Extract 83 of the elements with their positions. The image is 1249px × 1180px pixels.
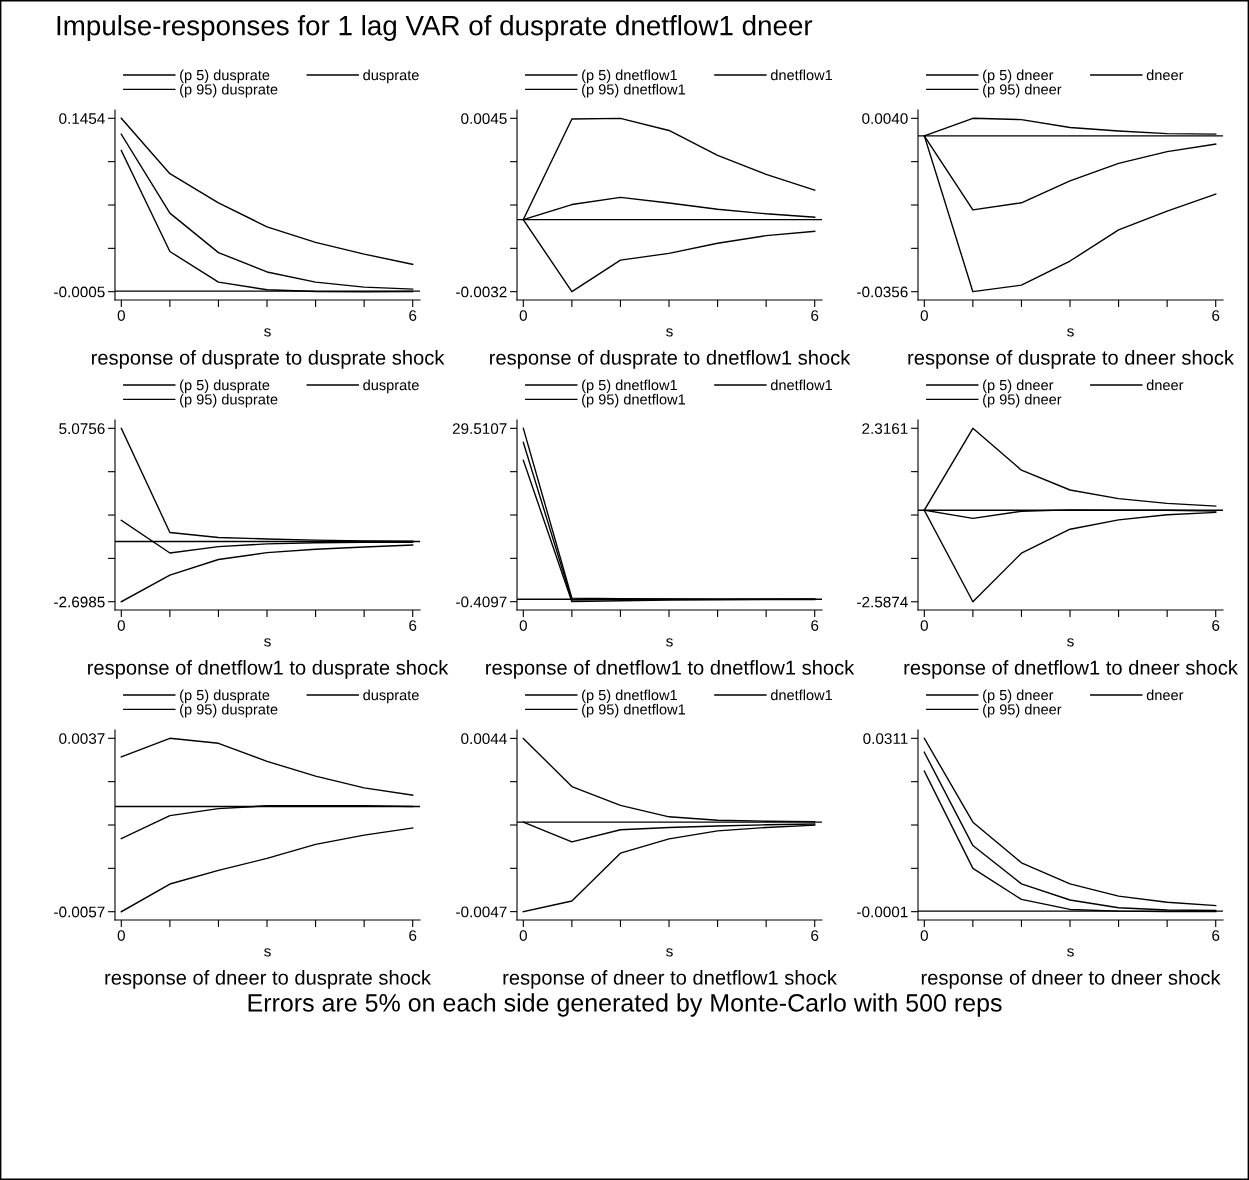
- text: response of dneer to dnetflow1 shock: [503, 970, 837, 989]
- x-tick-label: 0: [920, 310, 928, 321]
- x-axis-title: s: [1067, 328, 1074, 337]
- legend-label: dneer: [1146, 69, 1184, 81]
- x-tick-label: 6: [811, 310, 819, 321]
- legend-label: (p 5) dneer: [983, 689, 1054, 704]
- legend-label: (p 5) dneer: [983, 379, 1054, 394]
- x-axis-title: s: [666, 328, 673, 337]
- x-axis-title: s: [1067, 948, 1074, 957]
- legend-label: dnetflow1: [770, 69, 833, 81]
- legend-label: (p 95) dneer: [983, 83, 1062, 98]
- y-tick-label: 0.0045: [461, 113, 507, 125]
- y-tick-label: 0.0044: [461, 733, 507, 745]
- x-tick-label: 6: [811, 620, 819, 631]
- legend-label: (p 95) dneer: [983, 393, 1062, 408]
- x-axis-title: s: [264, 328, 271, 337]
- y-tick-label: 0.0037: [59, 733, 105, 744]
- y-tick-label: -0.0356: [857, 286, 908, 298]
- text: response of dnetflow1 to dusprate shock: [88, 660, 449, 679]
- y-tick-label: -0.4097: [456, 596, 507, 608]
- x-tick-label: 6: [1212, 930, 1220, 941]
- text: response of dusprate to dnetflow1 shock: [490, 350, 851, 369]
- x-axis-title: s: [666, 948, 673, 957]
- legend-label: (p 5) dneer: [983, 69, 1054, 84]
- legend-label: (p 5) dusprate: [180, 69, 270, 84]
- x-tick-label: 0: [920, 620, 928, 631]
- legend-label: dneer: [1146, 689, 1184, 701]
- legend-label: (p 95) dnetflow1: [582, 83, 686, 98]
- x-tick-label: 0: [117, 930, 125, 941]
- y-tick-label: -2.6985: [54, 596, 105, 608]
- legend-label: dneer: [1146, 379, 1184, 391]
- legend-label: dusprate: [363, 379, 419, 394]
- legend-label: dnetflow1: [770, 689, 833, 701]
- legend-label: (p 5) dnetflow1: [582, 379, 677, 394]
- y-tick-label: -2.5874: [857, 596, 908, 608]
- x-tick-label: 6: [409, 310, 417, 321]
- legend-label: dnetflow1: [770, 379, 833, 391]
- x-axis-title: s: [1067, 638, 1074, 647]
- x-axis-title: s: [666, 638, 673, 647]
- text: response of dusprate to dusprate shock: [91, 350, 445, 369]
- y-tick-label: 0.0311: [863, 733, 908, 745]
- text: Impulse-responses for 1 lag VAR of dusprate dnetflow1 dneer: [57, 15, 813, 41]
- x-axis-title: s: [264, 638, 271, 647]
- text: Errors are 5% on each side generated by Monte-Carlo with 500 reps: [248, 993, 1002, 1017]
- y-tick-label: 0.0040: [862, 113, 908, 124]
- x-tick-label: 0: [519, 930, 527, 941]
- x-tick-label: 6: [811, 930, 819, 941]
- y-tick-label: 5.0756: [59, 423, 105, 435]
- x-tick-label: 0: [117, 310, 125, 321]
- x-tick-label: 0: [519, 620, 527, 631]
- y-tick-label: -0.0005: [54, 286, 105, 298]
- y-tick-label: 29.5107: [452, 423, 507, 435]
- x-tick-label: 0: [519, 310, 527, 321]
- y-tick-label: 2.3161: [862, 423, 908, 434]
- y-tick-label: 0.1454: [59, 113, 105, 124]
- text: response of dneer to dneer shock: [921, 970, 1221, 989]
- text: response of dusprate to dneer shock: [908, 350, 1234, 369]
- x-tick-label: 0: [117, 620, 125, 631]
- legend-label: (p 5) dusprate: [180, 689, 270, 704]
- text: response of dnetflow1 to dneer shock: [904, 660, 1238, 679]
- y-tick-label: -0.0001: [857, 906, 908, 918]
- legend-label: (p 5) dnetflow1: [582, 689, 677, 704]
- x-tick-label: 6: [409, 620, 417, 631]
- x-tick-label: 6: [409, 930, 417, 941]
- legend-label: (p 95) dusprate: [180, 83, 278, 98]
- legend-label: (p 5) dusprate: [180, 379, 270, 394]
- legend-label: (p 95) dusprate: [180, 703, 278, 718]
- legend-label: (p 5) dnetflow1: [582, 69, 677, 84]
- y-tick-label: -0.0047: [456, 906, 507, 918]
- x-tick-label: 6: [1212, 620, 1220, 631]
- legend-label: dusprate: [363, 689, 419, 704]
- legend-label: (p 95) dusprate: [180, 393, 278, 408]
- x-axis-title: s: [264, 948, 271, 957]
- text: response of dnetflow1 to dnetflow1 shock: [486, 660, 855, 679]
- y-tick-label: -0.0032: [456, 286, 507, 298]
- x-tick-label: 6: [1212, 310, 1220, 321]
- text: response of dneer to dusprate shock: [105, 970, 431, 989]
- legend-label: dusprate: [363, 69, 419, 84]
- x-tick-label: 0: [920, 930, 928, 941]
- y-tick-label: -0.0057: [54, 906, 105, 918]
- legend-label: (p 95) dnetflow1: [582, 393, 686, 408]
- legend-label: (p 95) dnetflow1: [582, 703, 686, 718]
- legend-label: (p 95) dneer: [983, 703, 1062, 718]
